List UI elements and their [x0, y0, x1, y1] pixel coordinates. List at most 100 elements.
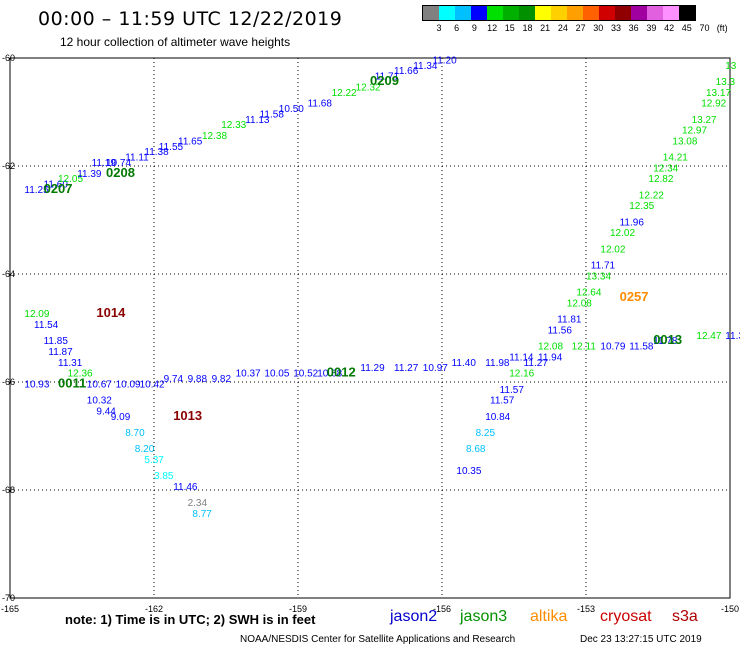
wave-height-point: 11.94	[538, 352, 563, 363]
wave-height-point: 11.71	[591, 261, 616, 272]
wave-height-point: 13.17	[706, 88, 731, 99]
wave-height-point: 11.57	[490, 396, 515, 407]
wave-height-point: 11.19	[92, 158, 117, 169]
wave-height-point: 8.25	[476, 428, 496, 439]
wave-height-point: 10.79	[600, 342, 625, 353]
wave-height-point: 11.98	[485, 358, 510, 369]
wave-height-point: 10.42	[140, 379, 165, 390]
legend-label: 70	[699, 23, 710, 33]
wave-height-point: 11.55	[159, 142, 184, 153]
wave-height-point: 12.22	[332, 88, 357, 99]
wave-height-point: 11.65	[178, 136, 203, 147]
y-tick-label: -66	[2, 377, 15, 387]
legend-label: 36	[628, 23, 639, 33]
legend-label: 15	[504, 23, 515, 33]
wave-height-point: 12.47	[696, 331, 721, 342]
legend-swatch	[679, 6, 695, 20]
wave-height-point: 11.58	[260, 109, 285, 120]
y-tick-label: -68	[2, 485, 15, 495]
wave-height-point: 9.44	[96, 406, 116, 417]
legend-label: (ft)	[716, 23, 728, 33]
legend-swatch	[471, 6, 487, 20]
page-subtitle: 12 hour collection of altimeter wave hei…	[60, 35, 291, 49]
wave-height-point: 12.33	[221, 120, 246, 131]
y-tick-label: -62	[2, 161, 15, 171]
satellite-s3a: s3a	[672, 608, 698, 625]
timestamp: Dec 23 13:27:15 UTC 2019	[580, 634, 702, 645]
wave-height-point: 11.13	[245, 115, 270, 126]
legend-swatch	[519, 6, 535, 20]
wave-height-point: 11.57	[500, 385, 525, 396]
wave-height-point: 11.78	[653, 336, 678, 347]
legend-label: 27	[575, 23, 586, 33]
legend-label: 9	[471, 23, 477, 33]
wave-height-point: 12.34	[653, 163, 678, 174]
legend-label: 45	[681, 23, 692, 33]
wave-height-point: 10.52	[293, 369, 318, 380]
wave-height-point: 11.87	[48, 347, 73, 358]
legend-labels: 3 6 9 12 15 18 21 24 27 30 33 36 39 42 45 70 (ft)	[422, 21, 727, 35]
wave-height-point: 11.68	[308, 99, 333, 110]
wave-height-point: 11.11	[125, 153, 149, 164]
wave-height-point: 12.22	[639, 190, 664, 201]
legend-swatch	[615, 6, 631, 20]
wave-height-point: 10.93	[24, 379, 49, 390]
wave-height-point: 13.3	[716, 77, 736, 88]
wave-height-point: 11.85	[44, 336, 69, 347]
legend-swatch	[551, 6, 567, 20]
wave-height-point: 13.08	[672, 136, 697, 147]
y-tick-label: -60	[2, 53, 15, 63]
x-tick-label: -159	[289, 604, 307, 614]
legend-swatch	[567, 6, 583, 20]
credit-text: NOAA/NESDIS Center for Satellite Applica…	[240, 634, 516, 645]
wave-height-point: 8.68	[466, 444, 486, 455]
wave-height-point: 12.02	[600, 244, 625, 255]
x-tick-label: -156	[433, 604, 451, 614]
wave-height-point: 10.32	[87, 396, 112, 407]
satellite-jason2: jason2	[390, 608, 438, 625]
wave-height-point: 12.35	[629, 201, 654, 212]
wave-height-point: 11.54	[34, 320, 59, 331]
color-legend: 3 6 9 12 15 18 21 24 27 30 33 36 39 42 45 70 (ft)	[422, 5, 728, 35]
wave-height-point: 12.09	[24, 309, 49, 320]
legend-label: 12	[487, 23, 498, 33]
pass-label: 0208	[106, 165, 135, 180]
pass-label: 0209	[370, 73, 399, 88]
satellite-altika: altika	[530, 608, 568, 625]
wave-height-point: 10.68	[317, 369, 342, 380]
legend-label: 39	[646, 23, 657, 33]
wave-height-point: 10.50	[279, 104, 304, 115]
wave-height-point: 9.88	[188, 374, 208, 385]
wave-height-point: 9.09	[111, 412, 131, 423]
wave-height-point: 11.34	[413, 61, 438, 72]
legend-swatch	[455, 6, 471, 20]
satellite-cryosat: cryosat	[600, 608, 652, 625]
wave-height-point: 12.08	[538, 342, 563, 353]
plot-frame	[9, 57, 731, 599]
wave-height-point: 11.40	[452, 358, 477, 369]
wave-height-point: 12.36	[68, 369, 93, 380]
x-tick-label: -150	[721, 604, 739, 614]
pass-label: 0257	[620, 289, 649, 304]
footer-note: note: 1) Time is in UTC; 2) SWH is in fe…	[65, 612, 316, 627]
wave-height-point: 12.32	[356, 82, 381, 93]
legend-swatch	[599, 6, 615, 20]
wave-height-point: 11.20	[432, 55, 457, 66]
x-tick-label: -162	[145, 604, 163, 614]
satellite-jason3: jason3	[460, 608, 508, 625]
wave-height-point: 11.71	[375, 72, 400, 83]
wave-height-point: 11.36	[725, 331, 740, 342]
legend-label: 42	[664, 23, 675, 33]
wave-height-point: 12.82	[648, 174, 673, 185]
wave-height-point: 8.70	[125, 428, 145, 439]
wave-height-point: 11.58	[629, 342, 654, 353]
wave-height-point: 10.09	[116, 379, 141, 390]
wave-height-point: 11.25	[24, 185, 49, 196]
wave-height-point: 2.34	[188, 498, 208, 509]
x-tick-label: -153	[577, 604, 595, 614]
wave-height-point: 13.27	[692, 115, 717, 126]
wave-height-point: 11.96	[620, 217, 645, 228]
wave-height-point: 10.37	[236, 369, 261, 380]
wave-height-point: 13.34	[586, 271, 611, 282]
